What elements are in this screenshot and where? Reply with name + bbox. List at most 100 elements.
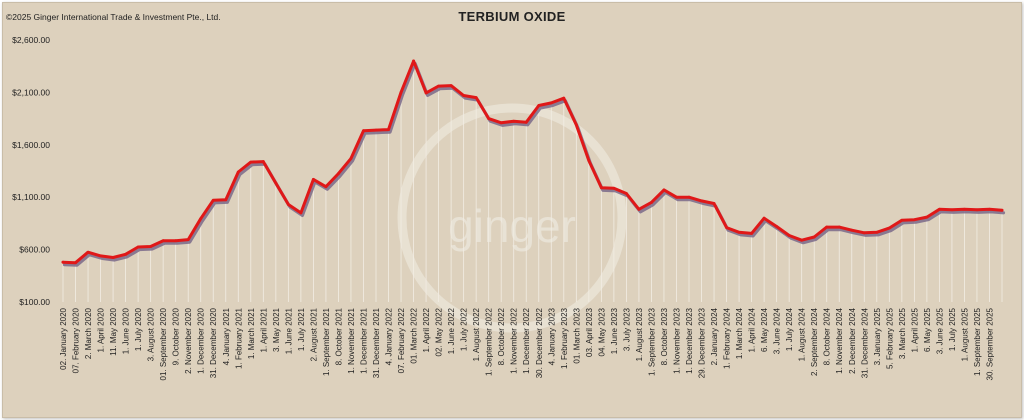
series-line xyxy=(61,59,1006,267)
x-tick-label: 1. November 2021 xyxy=(347,307,356,373)
x-tick-label: 2. November 2020 xyxy=(184,307,193,373)
data-point xyxy=(286,203,290,206)
x-tick-label: 1. September 2021 xyxy=(322,307,331,376)
copyright-text: ©2025 Ginger International Trade & Inves… xyxy=(6,12,221,22)
data-point xyxy=(925,215,929,219)
ginger-watermark: ginger xyxy=(397,103,627,333)
data-point xyxy=(1000,208,1004,212)
data-point xyxy=(712,202,716,205)
data-point xyxy=(437,84,440,88)
data-point xyxy=(800,238,804,242)
x-tick-label: 1. August 2024 xyxy=(798,307,807,361)
x-tick-label: 1. March 2024 xyxy=(735,307,744,359)
x-tick-label: 1. December 2020 xyxy=(197,307,206,373)
data-point xyxy=(612,186,616,190)
y-tick-label: $100.00 xyxy=(19,297,50,307)
x-tick-label: 1. July 2025 xyxy=(948,307,957,351)
data-point xyxy=(975,208,979,212)
x-tick-label: 1. April 2020 xyxy=(97,307,106,352)
x-tick-label: 3. January 2025 xyxy=(873,307,882,365)
data-point xyxy=(387,128,390,132)
x-tick-label: 3. June 2024 xyxy=(773,307,782,354)
x-tick-label: 1. June 2020 xyxy=(122,307,131,354)
x-tick-label: 01. March 2022 xyxy=(410,307,419,363)
data-point xyxy=(887,226,891,230)
data-point xyxy=(324,185,328,189)
x-tick-label: 2. January 2024 xyxy=(710,307,719,365)
x-tick-label: 02. May 2022 xyxy=(435,307,444,356)
y-tick-label: $1,600.00 xyxy=(12,140,50,150)
data-point xyxy=(99,254,102,258)
x-tick-label: 1. September 2023 xyxy=(647,307,656,376)
x-tick-label: 3. March 2025 xyxy=(898,307,907,359)
x-tick-label: 1. February 2021 xyxy=(234,307,243,368)
x-tick-label: 1. November 2023 xyxy=(672,307,681,373)
data-point xyxy=(474,96,478,100)
x-tick-label: 2. March 2020 xyxy=(84,307,93,359)
x-tick-label: 31. December 2020 xyxy=(209,307,218,378)
data-point xyxy=(412,59,415,63)
x-tick-label: 31. December 2021 xyxy=(372,307,381,378)
x-tick-label: 29. December 2023 xyxy=(698,307,707,378)
data-point xyxy=(462,94,466,97)
x-tick-label: 6. May 2024 xyxy=(760,307,769,352)
data-point xyxy=(274,181,278,185)
data-point xyxy=(111,256,115,259)
data-point xyxy=(299,211,303,215)
x-tick-label: 30. December 2022 xyxy=(535,307,544,378)
x-tick-label: 2. September 2024 xyxy=(810,307,819,376)
data-point xyxy=(700,199,703,203)
data-point xyxy=(687,195,691,199)
data-point xyxy=(637,207,641,211)
data-point xyxy=(186,238,190,242)
x-tick-label: 11. May 2020 xyxy=(109,307,118,355)
x-tick-label: 1. November 2022 xyxy=(510,307,519,373)
data-point xyxy=(812,235,816,239)
series-line-path xyxy=(61,59,1004,265)
data-point xyxy=(261,160,265,163)
x-tick-label: 1. April 2022 xyxy=(422,307,431,352)
data-point xyxy=(662,188,666,192)
data-point xyxy=(599,186,603,190)
data-point xyxy=(512,119,516,123)
data-point xyxy=(524,120,528,124)
x-tick-label: 3. May 2021 xyxy=(272,307,281,352)
x-tick-label: 1. April 2025 xyxy=(910,307,919,352)
data-point xyxy=(574,123,578,127)
drop-lines xyxy=(62,60,1003,302)
x-tick-label: 1. December 2021 xyxy=(359,307,368,373)
data-point xyxy=(249,160,253,164)
x-tick-label: 1. June 2021 xyxy=(284,307,293,354)
data-point xyxy=(963,207,966,211)
x-tick-label: 5. February 2025 xyxy=(885,307,894,368)
x-tick-label: 6. May 2025 xyxy=(923,307,932,352)
x-tick-label: 1. August 2025 xyxy=(960,307,969,361)
x-axis: 02. January 2020 07. February 2020 2. Marc… xyxy=(59,307,994,380)
data-point xyxy=(650,201,653,204)
y-tick-label: $600.00 xyxy=(19,245,50,255)
x-tick-label: 1. September 2025 xyxy=(973,307,982,376)
y-tick-label: $2,100.00 xyxy=(12,87,50,97)
x-tick-label: 1. June 2023 xyxy=(610,307,619,354)
data-point xyxy=(950,208,954,212)
data-point xyxy=(349,157,353,160)
data-point xyxy=(837,225,841,229)
watermark-text: ginger xyxy=(448,200,576,252)
data-point xyxy=(825,225,829,229)
data-point xyxy=(762,216,766,220)
series-shadow xyxy=(62,61,1006,267)
data-point xyxy=(737,230,741,234)
x-tick-label: 1. April 2024 xyxy=(748,307,757,352)
data-point xyxy=(374,128,378,132)
data-point xyxy=(362,129,365,133)
x-tick-label: 01. September 2020 xyxy=(159,307,168,380)
x-tick-label: 1. February 2023 xyxy=(560,307,569,368)
data-point xyxy=(124,252,127,256)
x-tick-label: 07. February 2022 xyxy=(397,307,406,373)
x-tick-label: 1. March 2021 xyxy=(247,307,256,359)
data-point xyxy=(487,117,491,120)
data-point xyxy=(224,198,228,202)
data-point xyxy=(775,225,779,228)
x-tick-label: 1. August 2023 xyxy=(635,307,644,361)
